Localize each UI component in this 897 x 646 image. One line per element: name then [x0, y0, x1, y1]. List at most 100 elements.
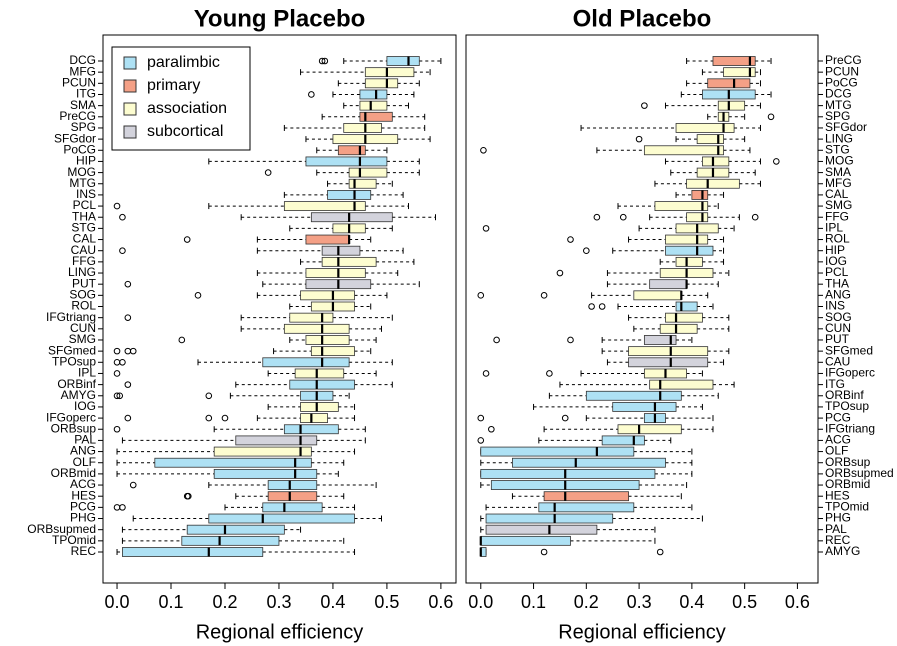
x-tick-label: 0.1 [158, 592, 183, 612]
box [305, 268, 366, 278]
box [283, 323, 350, 334]
outlier [561, 414, 569, 422]
box [485, 513, 614, 524]
outlier [477, 437, 485, 444]
y-tick-label: CUN [825, 321, 851, 335]
y-tick-label: OLF [73, 455, 96, 469]
legend-swatch [123, 102, 137, 116]
y-tick-label: ANG [70, 444, 96, 458]
y-tick-label: AMYG [61, 388, 96, 402]
box [643, 145, 724, 156]
legend-label: subcortical [147, 123, 223, 140]
x-tick-label: 0.3 [266, 592, 291, 612]
box [300, 413, 328, 423]
y-tick-label: MTG [69, 176, 96, 190]
box [707, 78, 751, 89]
y-tick-label: ORBinf [825, 388, 864, 402]
chart-title: Young Placebo [194, 5, 366, 32]
y-tick-label: SOG [69, 288, 96, 302]
x-tick-label: 0.0 [468, 592, 493, 612]
y-tick-label: IPL [78, 366, 96, 380]
outlier [124, 314, 132, 321]
y-tick-label: PCL [825, 265, 849, 279]
y-tick-label: SMA [825, 165, 851, 179]
outlier [540, 292, 548, 299]
y-tick-label: CAL [73, 232, 97, 246]
y-tick-label: PAL [825, 522, 847, 536]
y-tick-label: REC [71, 544, 97, 558]
box [628, 346, 709, 357]
outlier [321, 57, 329, 65]
box [122, 547, 264, 557]
x-tick-label: 0.5 [374, 592, 399, 612]
y-tick-label: DCG [825, 87, 852, 101]
y-tick-label: SMG [825, 198, 852, 212]
outlier [635, 135, 643, 143]
outlier [773, 158, 780, 165]
y-tick-label: SOG [825, 310, 852, 324]
box [154, 457, 312, 468]
y-tick-label: MOG [825, 154, 854, 168]
y-tick-label: IPL [825, 221, 843, 235]
y-tick-label: IOG [825, 254, 847, 268]
box [262, 357, 350, 368]
outlier [477, 292, 485, 299]
y-tick-label: AMYG [825, 544, 860, 558]
x-tick-label: 0.0 [105, 592, 130, 612]
legend-label: primary [147, 77, 200, 94]
outlier [124, 347, 132, 355]
y-tick-label: SPG [71, 120, 96, 134]
x-tick-label: 0.5 [732, 592, 757, 612]
y-tick-label: SMG [69, 332, 96, 346]
box [543, 491, 629, 502]
outlier [119, 504, 126, 511]
box [717, 100, 746, 111]
y-tick-label: DCG [69, 53, 96, 67]
y-tick-label: ORBsupmed [825, 466, 894, 480]
y-tick-label: ORBsupmed [27, 522, 96, 536]
x-tick-label: 0.2 [574, 592, 599, 612]
box [691, 190, 709, 200]
y-tick-label: TPOmid [825, 500, 869, 514]
outlier [583, 247, 590, 255]
box [364, 78, 399, 89]
y-tick-label: STG [825, 142, 850, 156]
y-tick-label: ORBmid [825, 477, 870, 491]
outlier [116, 392, 124, 400]
box [359, 111, 393, 122]
box [310, 346, 355, 357]
outlier [113, 202, 121, 210]
y-tick-label: PAL [74, 433, 96, 447]
box [267, 480, 318, 490]
y-tick-label: FFG [825, 209, 849, 223]
box [665, 234, 709, 245]
y-tick-label: MTG [825, 98, 852, 112]
box [480, 446, 635, 457]
y-tick-label: FFG [72, 254, 96, 268]
outlier [113, 392, 121, 400]
box [359, 89, 388, 100]
box [712, 56, 756, 66]
box [723, 67, 756, 78]
x-tick-label: 0.6 [785, 592, 810, 612]
box [289, 312, 334, 323]
box [659, 323, 698, 334]
y-tick-label: REC [825, 533, 851, 547]
y-tick-label: ROL [825, 232, 850, 246]
y-tick-label: ANG [825, 288, 851, 302]
box [213, 446, 312, 457]
box [343, 123, 382, 133]
outlier [205, 414, 213, 422]
box [649, 379, 714, 390]
x-tick-label: 0.1 [521, 592, 546, 612]
outlier [308, 91, 315, 98]
outlier [129, 481, 137, 489]
outlier [113, 425, 121, 433]
y-tick-label: CAL [825, 187, 849, 201]
box [649, 279, 687, 290]
plot-frame [102, 34, 457, 584]
y-tick-label: ORBsup [825, 455, 871, 469]
outlier [113, 347, 121, 355]
outlier [178, 336, 186, 344]
